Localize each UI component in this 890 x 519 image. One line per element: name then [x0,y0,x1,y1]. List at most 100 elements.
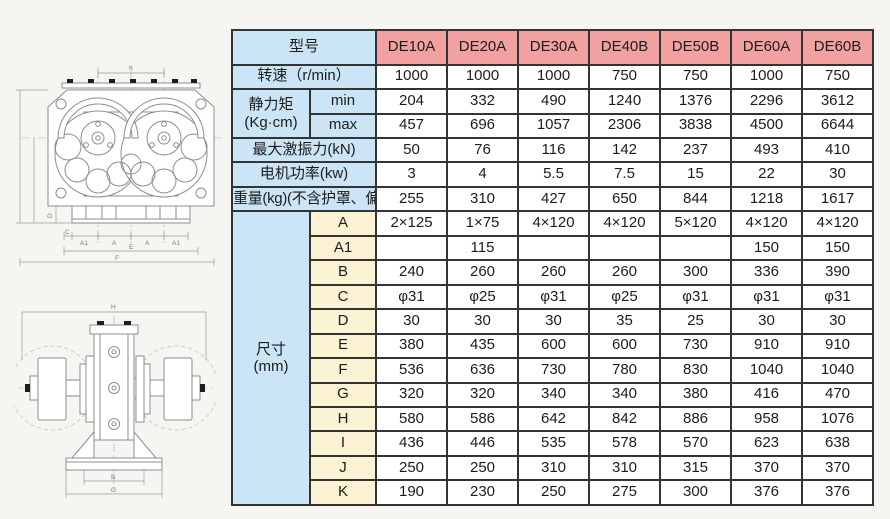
value-cell: φ25 [446,283,520,311]
value-cell: 1040 [730,357,804,384]
value-cell: 580 [375,405,449,433]
dim-key-cell: I [308,430,378,457]
value-cell: 3612 [801,88,875,115]
value-cell: 586 [446,405,520,433]
value-cell: 435 [446,332,520,360]
value-cell: 535 [517,430,591,457]
value-cell: φ31 [517,283,591,311]
value-cell: 240 [375,259,449,286]
dim-label-a1-left: A1 [80,240,88,247]
dim-row-A1: A1 115 150 150 [232,234,875,262]
model-cell: DE30A [517,29,591,66]
value-cell: 380 [659,381,733,409]
value-cell: 150 [730,234,804,262]
value-cell: 600 [517,332,591,360]
dim-label-g: G [111,487,116,494]
value-cell: 7.5 [588,161,662,188]
value-cell: 30 [375,308,449,335]
value-cell: 237 [659,136,733,164]
value-cell: 376 [801,479,875,506]
dim-row-E: E 380 435 600 600 730 910 910 [232,332,875,360]
value-cell: 1000 [517,63,591,91]
value-cell: 1057 [517,112,591,140]
model-cell: DE10A [375,29,449,66]
value-cell: 1376 [659,88,733,115]
value-cell: 1000 [375,63,449,91]
dim-key-cell: G [308,381,378,409]
dim-key-cell: J [308,454,378,482]
value-cell: 696 [446,112,520,140]
value-cell [375,234,449,262]
value-cell: 250 [517,479,591,506]
value-cell: 570 [659,430,733,457]
value-cell [517,234,591,262]
speed-row: 转速（r/min） 1000 1000 1000 750 750 1000 75… [230,63,875,91]
row-label: 最大激振力(kN) [230,136,378,164]
value-cell: 600 [588,332,662,360]
row-label: 重量(kg)(不含护罩、偏心块) [230,185,378,213]
value-cell: 623 [730,430,804,457]
value-cell: 844 [659,185,733,213]
value-cell: 470 [801,381,875,409]
value-cell: 642 [517,405,591,433]
dim-row-D: D 30 30 30 35 25 30 30 [232,308,875,335]
shaft-and-weights [25,357,205,421]
value-cell: 25 [659,308,733,335]
weight-row: 重量(kg)(不含护罩、偏心块) 255 310 427 650 844 121… [230,185,875,213]
value-cell: 300 [659,479,733,506]
value-cell: 3838 [659,112,733,140]
model-cell: DE60B [801,29,875,66]
value-cell: 636 [446,357,520,384]
static-moment-max-row: max 457 696 1057 2306 3838 4500 6644 [232,112,875,140]
value-cell: 340 [517,381,591,409]
model-cell: DE50B [659,29,733,66]
dim-key-cell: H [308,405,378,433]
dimensions-label: 尺寸 (mm) [231,210,311,506]
specification-table: 型号 DE10A DE20A DE30A DE40B DE50B DE60A D… [230,29,875,506]
value-cell: 1×75 [446,210,520,237]
value-cell: 336 [730,259,804,286]
model-cell: DE20A [446,29,520,66]
value-cell: 730 [659,332,733,360]
value-cell: 116 [517,136,591,164]
min-label: min [308,88,378,115]
value-cell: φ31 [375,283,449,311]
value-cell: 1076 [801,405,875,433]
value-cell: 320 [446,381,520,409]
value-cell [659,234,733,262]
value-cell: 260 [517,259,591,286]
dim-row-G: G 320 320 340 340 380 416 470 [232,381,875,409]
central-body [89,321,139,441]
dimensions-label-line1: 尺寸 [255,340,286,358]
value-cell: 910 [801,332,875,360]
dim-key-cell: D [308,308,378,335]
value-cell: 446 [446,430,520,457]
value-cell: 390 [801,259,875,286]
value-cell: 190 [375,479,449,506]
value-cell: 376 [730,479,804,506]
value-cell: 2296 [730,88,804,115]
dim-label-k: K [129,65,134,72]
dim-label-e: E [129,244,134,251]
value-cell: 4×120 [801,210,875,237]
dim-key-cell: C [308,283,378,311]
value-cell: 750 [588,63,662,91]
dim-label-f: F [115,255,119,262]
value-cell: φ31 [801,283,875,311]
value-cell: 4×120 [517,210,591,237]
value-cell: 230 [446,479,520,506]
dim-row-B: B 240 260 260 260 300 336 390 [232,259,875,286]
value-cell: 427 [517,185,591,213]
row-label: 转速（r/min） [230,63,378,91]
dim-label-a1-right: A1 [172,240,180,247]
dim-label-a-right: A [145,240,150,247]
value-cell: 436 [375,430,449,457]
value-cell: 320 [375,381,449,409]
value-cell: 310 [446,185,520,213]
value-cell: 310 [517,454,591,482]
dim-key-cell: A1 [308,234,378,262]
value-cell: 578 [588,430,662,457]
value-cell: 380 [375,332,449,360]
value-cell: 780 [588,357,662,384]
